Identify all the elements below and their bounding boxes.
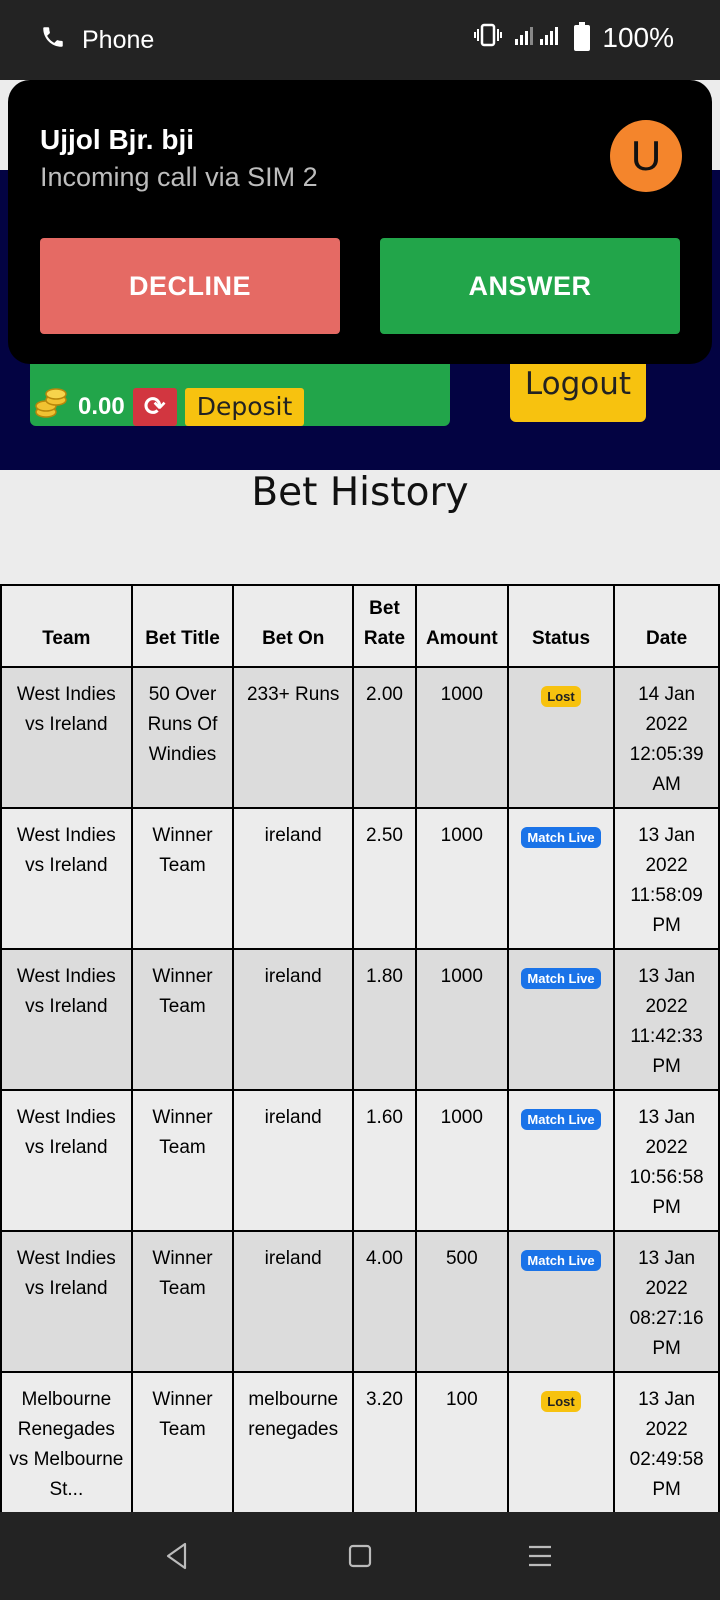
- decline-button[interactable]: DECLINE: [40, 238, 340, 334]
- cell-bet-title: Winner Team: [130, 948, 235, 1091]
- back-icon[interactable]: [155, 1534, 199, 1578]
- cell-bet-rate: 4.00: [352, 1230, 417, 1373]
- table-row: West Indies vs Ireland Winner Team irela…: [0, 1230, 720, 1373]
- cell-amount: 500: [414, 1230, 509, 1373]
- cell-status: Match Live: [506, 1230, 616, 1373]
- cell-bet-on: ireland: [232, 948, 355, 1091]
- status-badge: Match Live: [521, 1109, 601, 1130]
- cell-bet-rate: 1.60: [352, 1089, 417, 1232]
- cell-date: 14 Jan 2022 12:05:39 AM: [613, 666, 720, 809]
- phone-icon: [40, 24, 66, 57]
- col-amount: Amount: [414, 584, 509, 668]
- avatar: U: [610, 120, 682, 192]
- bet-history-table: Team Bet Title Bet On Bet Rate Amount St…: [0, 584, 720, 1512]
- cell-status: Match Live: [506, 1089, 616, 1232]
- signal-icon: [514, 22, 562, 54]
- cell-bet-title: Winner Team: [130, 1089, 235, 1232]
- cell-amount: 1000: [414, 948, 509, 1091]
- status-badge: Match Live: [521, 1250, 601, 1271]
- coins-icon: [34, 386, 68, 427]
- cell-bet-on: melbourne renegades: [232, 1371, 355, 1512]
- cell-bet-title: Winner Team: [130, 807, 235, 950]
- refresh-icon[interactable]: ⟳: [132, 387, 177, 426]
- cell-status: Match Live: [506, 807, 616, 950]
- table-row: West Indies vs Ireland Winner Team irela…: [0, 948, 720, 1091]
- cell-date: 13 Jan 2022 11:58:09 PM: [613, 807, 720, 950]
- cell-status: Lost: [506, 1371, 616, 1512]
- cell-bet-title: 50 Over Runs Of Windies: [130, 666, 235, 809]
- cell-bet-on: ireland: [232, 807, 355, 950]
- battery-icon: [574, 22, 591, 51]
- wallet-balance: 0.00: [78, 392, 125, 420]
- table-row: West Indies vs Ireland Winner Team irela…: [0, 1089, 720, 1232]
- cell-amount: 1000: [414, 1089, 509, 1232]
- status-right: 100%: [474, 22, 674, 54]
- col-date: Date: [613, 584, 720, 668]
- cell-amount: 100: [414, 1371, 509, 1512]
- status-badge: Match Live: [521, 827, 601, 848]
- status-left: Phone: [40, 24, 154, 57]
- cell-bet-rate: 2.00: [352, 666, 417, 809]
- cell-team: Melbourne Renegades vs Melbourne St...: [0, 1371, 133, 1512]
- status-badge: Lost: [541, 1391, 581, 1412]
- status-badge: Match Live: [521, 968, 601, 989]
- cell-amount: 1000: [414, 807, 509, 950]
- cell-team: West Indies vs Ireland: [0, 948, 133, 1091]
- cell-status: Lost: [506, 666, 616, 809]
- battery-percent: 100%: [602, 22, 674, 53]
- col-team: Team: [0, 584, 133, 668]
- cell-status: Match Live: [506, 948, 616, 1091]
- cell-bet-on: 233+ Runs: [232, 666, 355, 809]
- table-row: Melbourne Renegades vs Melbourne St... W…: [0, 1371, 720, 1512]
- table-header-row: Team Bet Title Bet On Bet Rate Amount St…: [0, 584, 720, 668]
- table-row: West Indies vs Ireland 50 Over Runs Of W…: [0, 666, 720, 809]
- cell-team: West Indies vs Ireland: [0, 666, 133, 809]
- col-bet-on: Bet On: [232, 584, 355, 668]
- cell-date: 13 Jan 2022 10:56:58 PM: [613, 1089, 720, 1232]
- vibrate-icon: [474, 22, 503, 54]
- table-row: West Indies vs Ireland Winner Team irela…: [0, 807, 720, 950]
- answer-button[interactable]: ANSWER: [380, 238, 680, 334]
- page-title: Bet History: [251, 470, 469, 515]
- cell-team: West Indies vs Ireland: [0, 1089, 133, 1232]
- cell-bet-rate: 1.80: [352, 948, 417, 1091]
- status-app-name: Phone: [82, 26, 155, 54]
- col-bet-rate: Bet Rate: [352, 584, 417, 668]
- deposit-button[interactable]: Deposit: [184, 387, 305, 426]
- cell-date: 13 Jan 2022 02:49:58 PM: [613, 1371, 720, 1512]
- navigation-bar: [0, 1512, 720, 1600]
- cell-date: 13 Jan 2022 08:27:16 PM: [613, 1230, 720, 1373]
- status-badge: Lost: [541, 686, 581, 707]
- caller-name: Ujjol Bjr. bji: [40, 124, 195, 155]
- menu-icon[interactable]: [518, 1534, 562, 1578]
- cell-team: West Indies vs Ireland: [0, 807, 133, 950]
- col-bet-title: Bet Title: [130, 584, 235, 668]
- wallet-row: 0.00 ⟳ Deposit: [34, 386, 305, 427]
- cell-team: West Indies vs Ireland: [0, 1230, 133, 1373]
- cell-bet-on: ireland: [232, 1230, 355, 1373]
- home-icon[interactable]: [338, 1534, 382, 1578]
- bet-history-table-wrap[interactable]: Team Bet Title Bet On Bet Rate Amount St…: [0, 584, 720, 1512]
- col-status: Status: [506, 584, 616, 668]
- cell-bet-rate: 3.20: [352, 1371, 417, 1512]
- cell-bet-rate: 2.50: [352, 807, 417, 950]
- status-bar: Phone 100%: [0, 0, 720, 80]
- cell-amount: 1000: [414, 666, 509, 809]
- cell-bet-title: Winner Team: [130, 1371, 235, 1512]
- cell-bet-title: Winner Team: [130, 1230, 235, 1373]
- incoming-call-card: Ujjol Bjr. bji Incoming call via SIM 2 U…: [8, 80, 712, 364]
- call-subtitle: Incoming call via SIM 2: [40, 162, 318, 192]
- cell-date: 13 Jan 2022 11:42:33 PM: [613, 948, 720, 1091]
- cell-bet-on: ireland: [232, 1089, 355, 1232]
